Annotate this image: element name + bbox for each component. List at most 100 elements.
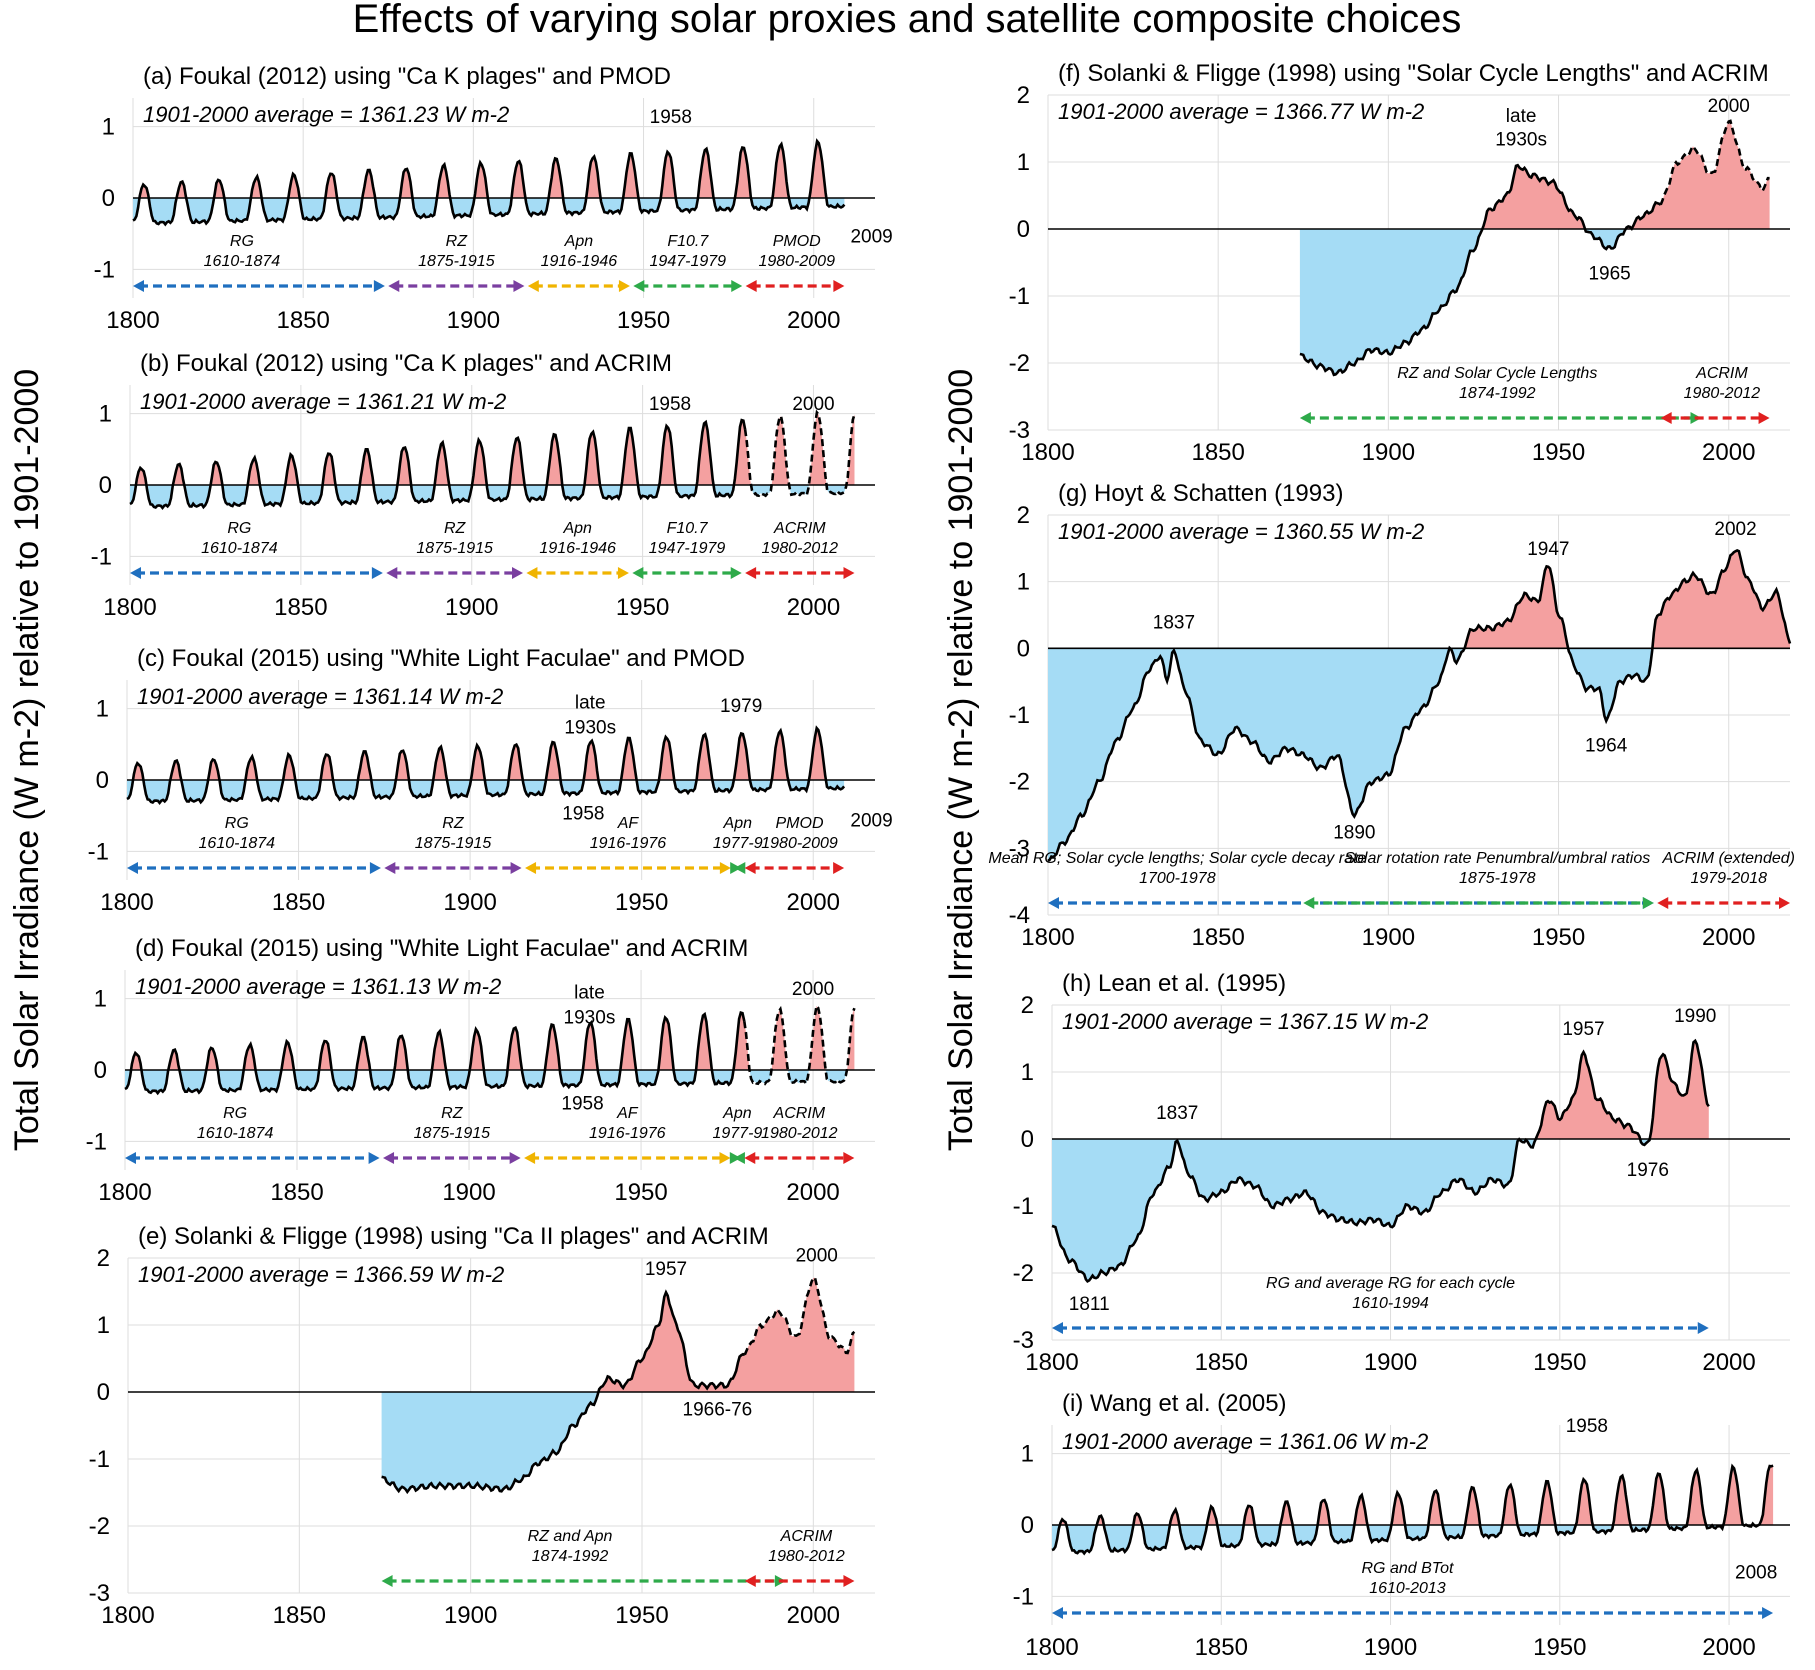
annotation: 2000	[1708, 96, 1750, 117]
proxy-name: RG	[223, 1105, 247, 1122]
proxy-arrowhead	[632, 567, 644, 579]
proxy-arrowhead	[373, 280, 385, 292]
series-line-dashed	[743, 409, 856, 499]
y-tick-label: 1	[97, 1312, 110, 1339]
proxy-arrowhead	[512, 567, 524, 579]
annotation: 1957	[645, 1259, 687, 1280]
annotation: 1890	[1333, 822, 1375, 843]
x-tick-label: 1900	[444, 1602, 497, 1629]
annotation: 1930s	[564, 718, 616, 739]
positive-area	[1048, 550, 1790, 649]
series-line-dashed	[743, 1276, 856, 1356]
proxy-range: 1874-1992	[532, 1548, 609, 1565]
proxy-arrowhead	[125, 1152, 136, 1164]
average-value: 1366.77	[1274, 99, 1354, 124]
average-prefix: 1901-2000 average =	[1058, 99, 1274, 124]
positive-area	[1052, 1040, 1709, 1139]
proxy-range: 1874-1992	[1459, 385, 1536, 402]
proxy-range: 1610-1874	[199, 835, 276, 852]
panel-title: (i) Wang et al. (2005)	[1062, 1390, 1287, 1417]
average-label: 1901-2000 average = 1366.59 W m-2	[138, 1262, 504, 1287]
y-tick-label: 2	[1021, 992, 1034, 1019]
panel-e: (e) Solanki & Fligge (1998) using "Ca II…	[89, 1223, 875, 1629]
x-tick-label: 1800	[100, 889, 153, 916]
series-line	[1299, 163, 1662, 377]
x-tick-label: 1950	[614, 1179, 667, 1206]
annotation: 1957	[1562, 1019, 1604, 1040]
x-tick-label: 1950	[1533, 1349, 1586, 1376]
proxy-range: 1980-2009	[761, 835, 838, 852]
x-tick-label: 1900	[1362, 924, 1415, 951]
y-tick-label: -3	[1009, 835, 1030, 862]
proxy-arrowhead	[369, 862, 381, 874]
panel-title: (h) Lean et al. (1995)	[1062, 970, 1286, 997]
annotation: 1964	[1585, 736, 1628, 757]
proxy-arrowhead	[744, 1152, 756, 1164]
average-label: 1901-2000 average = 1361.21 W m-2	[140, 389, 506, 414]
panels: (a) Foukal (2012) using "Ca K plages" an…	[86, 60, 1795, 1661]
negative-area	[127, 780, 845, 803]
annotation: 1811	[1069, 1294, 1110, 1315]
annotation: 1958	[1566, 1416, 1608, 1437]
annotation: 1958	[562, 803, 604, 824]
average-prefix: 1901-2000 average =	[135, 974, 351, 999]
proxy-arrowhead	[744, 1575, 756, 1587]
y-tick-label: 1	[1021, 1441, 1034, 1468]
y-axis-label-left: Total Solar Irradiance (W m-2) relative …	[8, 369, 46, 1151]
average-unit: W m-2	[1363, 1009, 1428, 1034]
proxy-range: 1916-1946	[541, 253, 618, 270]
negative-area	[1052, 1139, 1709, 1282]
annotation: 2009	[850, 226, 892, 247]
proxy-name: RG	[225, 815, 249, 832]
average-unit: W m-2	[438, 684, 503, 709]
x-tick-label: 1900	[445, 594, 498, 621]
proxy-arrowhead	[745, 280, 757, 292]
average-prefix: 1901-2000 average =	[143, 102, 359, 127]
panel-title: (f) Solanki & Fligge (1998) using "Solar…	[1058, 60, 1769, 87]
proxy-name: PMOD	[773, 233, 821, 250]
y-tick-label: -2	[1009, 769, 1030, 796]
y-tick-label: -1	[94, 256, 115, 283]
average-value: 1360.55	[1274, 519, 1354, 544]
x-tick-label: 1950	[1532, 439, 1585, 466]
proxy-range: 1875-1978	[1459, 870, 1536, 887]
average-value: 1361.21	[356, 389, 436, 414]
proxy-name: RZ	[444, 520, 467, 537]
x-tick-label: 1900	[443, 889, 496, 916]
average-unit: W m-2	[439, 1262, 504, 1287]
proxy-arrowhead	[1657, 897, 1669, 909]
proxy-range: 1610-2013	[1369, 1580, 1446, 1597]
average-label: 1901-2000 average = 1367.15 W m-2	[1062, 1009, 1428, 1034]
series-line-dashed	[1659, 119, 1770, 206]
x-tick-label: 2000	[1702, 924, 1755, 951]
x-tick-label: 1950	[617, 307, 670, 334]
proxy-arrowhead	[731, 280, 743, 292]
x-tick-label: 2000	[787, 889, 840, 916]
proxy-range: 1610-1994	[1352, 1295, 1429, 1312]
x-tick-label: 1800	[103, 594, 156, 621]
y-tick-label: 0	[1021, 1126, 1034, 1153]
proxy-arrowhead	[719, 1152, 731, 1164]
proxy-arrowhead	[617, 567, 629, 579]
annotation: 1965	[1588, 263, 1630, 284]
y-tick-label: -3	[89, 1580, 110, 1607]
y-tick-label: 1	[99, 401, 112, 428]
proxy-range: 1977-9	[713, 835, 763, 852]
proxy-name: RZ and Apn	[528, 1528, 613, 1545]
x-tick-label: 1900	[1364, 1349, 1417, 1376]
y-tick-label: 1	[96, 696, 109, 723]
panel-title: (c) Foukal (2015) using "White Light Fac…	[137, 645, 745, 672]
proxy-name: RG and BTot	[1362, 1560, 1454, 1577]
average-value: 1361.13	[351, 974, 431, 999]
proxy-name: Solar rotation rate Penumbral/umbral rat…	[1344, 850, 1650, 867]
series-line	[124, 1010, 746, 1096]
proxy-range: 1980-2012	[761, 1125, 838, 1142]
annotation: 1966-76	[683, 1399, 753, 1420]
panel-title: (d) Foukal (2015) using "White Light Fac…	[135, 935, 748, 962]
x-tick-label: 1950	[615, 889, 668, 916]
annotation: 1958	[650, 107, 692, 128]
proxy-range: 1979-2018	[1690, 870, 1767, 887]
proxy-name: RG	[227, 520, 251, 537]
proxy-range: 1610-1874	[201, 540, 278, 557]
proxy-arrowhead	[833, 862, 845, 874]
